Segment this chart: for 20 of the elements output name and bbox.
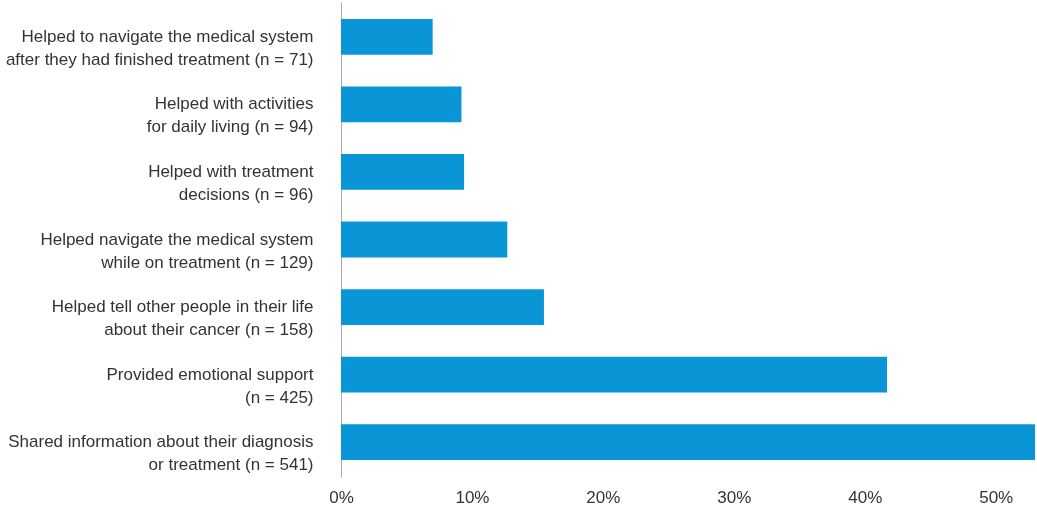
y-tick-label: Provided emotional support (n = 425) (106, 364, 314, 407)
bar (341, 154, 465, 190)
bar (341, 221, 508, 258)
bar (341, 356, 888, 393)
x-tick-label: 50% (979, 487, 1014, 507)
bar (341, 18, 433, 55)
y-tick-label: Helped with treatment decisions (n = 96) (148, 161, 314, 204)
bar (341, 289, 544, 325)
y-tick-label: Helped with activities for daily living (n = 94) (146, 94, 314, 137)
bar (341, 86, 462, 123)
x-tick-label: 20% (586, 487, 621, 507)
x-tick-label: 30% (717, 487, 752, 507)
y-tick-label: Helped tell other people in their life about their cancer (n = 158) (51, 297, 314, 340)
bar (341, 424, 1035, 461)
x-tick-label: 0% (329, 487, 354, 507)
x-tick-label: 40% (848, 487, 883, 507)
y-tick-label: Helped to navigate the medical system after they had finished treatment (n = 71) (5, 26, 314, 69)
y-tick-label: Shared information about their diagnosis or treatment (n = 541) (8, 432, 314, 475)
y-tick-label: Helped navigate the medical system while on treatment (n = 129) (40, 229, 314, 272)
x-tick-label: 10% (455, 487, 490, 507)
